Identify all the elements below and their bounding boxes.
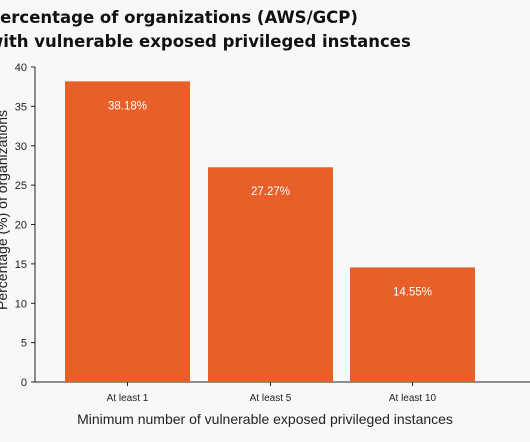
chart-title-line-2: with vulnerable exposed privileged insta… [0, 32, 411, 51]
bar [350, 267, 475, 382]
y-tick-label: 15 [15, 259, 27, 271]
x-axis-label: Minimum number of vulnerable exposed pri… [77, 411, 453, 427]
y-tick-label: 35 [15, 101, 27, 113]
y-tick-label: 20 [15, 220, 27, 232]
y-tick-label: 40 [15, 62, 27, 74]
bar [208, 167, 333, 382]
bar-value-label: 14.55% [393, 286, 432, 298]
y-axis-label: Percentage (%) of organizations [0, 110, 10, 310]
bar [65, 81, 190, 383]
x-tick-label: At least 10 [389, 393, 437, 404]
x-tick-label: At least 5 [250, 393, 292, 404]
y-tick-label: 10 [15, 298, 27, 310]
chart-title-line-1: Percentage of organizations (AWS/GCP) [0, 8, 358, 27]
y-tick-label: 5 [21, 338, 27, 350]
chart-title: Percentage of organizations (AWS/GCP) wi… [0, 6, 411, 54]
y-tick-label: 30 [15, 141, 27, 153]
bar-value-label: 38.18% [108, 100, 147, 112]
y-tick-label: 0 [21, 377, 27, 389]
bar-value-label: 27.27% [251, 186, 290, 198]
x-tick-label: At least 1 [107, 393, 149, 404]
y-tick-label: 25 [15, 180, 27, 192]
